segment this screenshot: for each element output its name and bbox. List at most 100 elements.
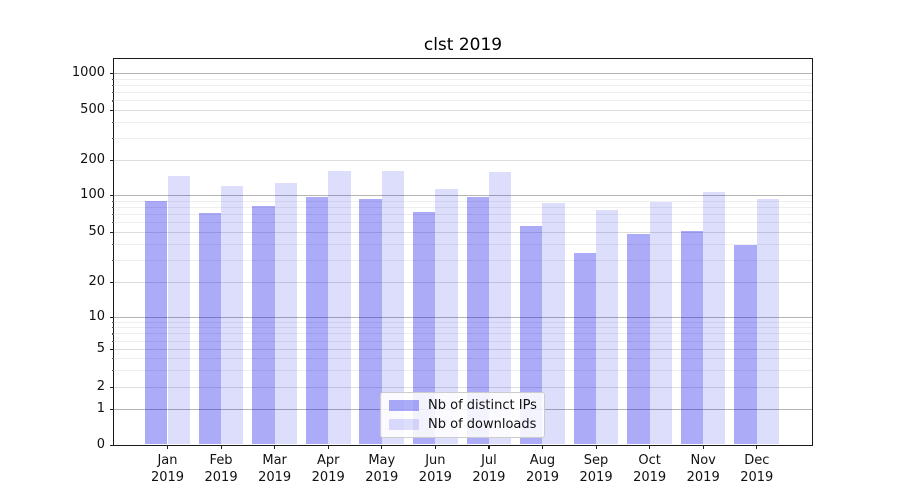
- y-tick-label: 20: [88, 273, 105, 289]
- y-tick-mark-minor: [111, 321, 114, 323]
- x-tick-mark: [167, 445, 169, 449]
- x-tick-mark: [381, 445, 383, 449]
- x-tick-label-apr: Apr 2019: [296, 452, 360, 486]
- bar-downloads-oct: [649, 202, 672, 445]
- y-tick-mark-minor: [111, 259, 114, 261]
- y-tick-mark-minor: [111, 206, 114, 208]
- x-tick-year: 2019: [418, 470, 452, 485]
- y-tick-label: 200: [80, 152, 105, 167]
- x-tick-label-oct: Oct 2019: [618, 452, 682, 486]
- gridline-minor: [114, 327, 812, 329]
- x-tick-label-dec: Dec 2019: [725, 452, 789, 486]
- y-tick-label: 0: [96, 436, 105, 452]
- y-tick-label: 1: [96, 401, 105, 416]
- plot-area: [113, 58, 813, 446]
- bar-ips-jul: [466, 197, 489, 445]
- bar-downloads-apr: [328, 170, 351, 445]
- y-tick-mark-minor: [111, 200, 114, 202]
- y-tick-mark: [109, 231, 114, 233]
- x-tick-label-aug: Aug 2019: [510, 452, 574, 486]
- x-tick-mark: [327, 445, 329, 449]
- y-tick-label: 2: [96, 378, 105, 394]
- x-tick-year: 2019: [633, 470, 667, 485]
- legend-swatch-downloads: [389, 419, 419, 430]
- y-tick-label: 5: [96, 341, 105, 356]
- gridline-major: [114, 316, 812, 318]
- y-tick-mark: [109, 195, 114, 197]
- y-tick-mark: [109, 386, 114, 388]
- y-tick-mark-minor: [111, 213, 114, 216]
- x-tick-month: Oct: [638, 453, 661, 468]
- bar-ips-jan: [145, 200, 168, 445]
- gridline-minor-labeled: [114, 160, 812, 161]
- y-tick-mark: [109, 316, 114, 318]
- gridline-minor-labeled: [114, 110, 812, 111]
- x-tick-month: Nov: [690, 453, 716, 468]
- y-tick-mark-minor: [111, 137, 114, 140]
- bar-downloads-jan: [167, 176, 190, 445]
- y-tick-mark-minor: [111, 122, 114, 124]
- y-tick-mark: [109, 409, 114, 411]
- gridline-minor: [114, 222, 812, 224]
- x-tick-month: Jun: [425, 453, 446, 468]
- x-tick-year: 2019: [311, 470, 345, 485]
- y-tick-mark-minor: [111, 340, 114, 342]
- x-tick-month: Jul: [481, 453, 497, 468]
- bar-ips-mar: [252, 206, 275, 445]
- gridline-major: [114, 195, 812, 196]
- y-tick-mark-minor: [111, 358, 114, 360]
- x-tick-label-may: May 2019: [350, 452, 414, 486]
- legend: Nb of distinct IPs Nb of downloads: [380, 392, 545, 438]
- bar-ips-oct: [627, 233, 650, 445]
- x-tick-year: 2019: [365, 470, 399, 485]
- gridline-minor-labeled: [114, 231, 812, 233]
- gridline-minor-labeled: [114, 281, 812, 283]
- y-tick-label: 100: [80, 187, 105, 202]
- gridline-minor: [114, 85, 812, 87]
- bar-downloads-jul: [488, 172, 512, 445]
- y-tick-mark-minor: [111, 327, 114, 329]
- bar-ips-apr: [305, 196, 329, 445]
- y-tick-mark: [109, 110, 114, 112]
- y-tick-mark-minor: [111, 333, 114, 335]
- y-tick-mark: [109, 444, 114, 446]
- y-tick-mark-minor: [111, 92, 114, 94]
- gridline-minor: [114, 333, 812, 335]
- y-tick-label: 50: [88, 223, 105, 239]
- bar-downloads-nov: [703, 191, 726, 445]
- chart-title: clst 2019: [423, 35, 503, 55]
- legend-swatch-distinct-ips: [389, 400, 419, 411]
- x-tick-label-nov: Nov 2019: [671, 452, 735, 486]
- x-tick-month: Sep: [583, 453, 609, 468]
- x-tick-month: Aug: [529, 453, 556, 468]
- gridline-minor: [114, 213, 812, 215]
- legend-row-downloads: Nb of downloads: [389, 417, 536, 432]
- x-tick-year: 2019: [525, 470, 560, 485]
- x-tick-mark: [488, 445, 490, 449]
- y-tick-label: 10: [88, 308, 105, 324]
- x-tick-year: 2019: [150, 470, 185, 485]
- bar-downloads-mar: [274, 182, 297, 445]
- gridline-minor: [114, 200, 812, 202]
- y-tick-mark: [109, 281, 114, 283]
- x-tick-year: 2019: [579, 470, 613, 485]
- x-tick-mark: [649, 445, 651, 449]
- y-tick-mark-minor: [111, 222, 114, 224]
- bar-ips-may: [359, 199, 382, 445]
- gridline-minor: [114, 259, 812, 261]
- bar-downloads-jun: [435, 189, 458, 445]
- x-tick-month: Jan: [157, 453, 178, 468]
- x-tick-year: 2019: [472, 470, 506, 485]
- y-tick-mark-minor: [111, 78, 114, 81]
- gridline-minor: [114, 321, 812, 323]
- x-tick-mark: [220, 445, 222, 449]
- x-tick-month: Apr: [316, 453, 340, 468]
- legend-row-distinct-ips: Nb of distinct IPs: [389, 398, 537, 413]
- bar-ips-jun: [413, 212, 436, 445]
- x-tick-mark: [595, 445, 597, 449]
- y-tick-mark-minor: [111, 370, 114, 372]
- x-tick-mark: [702, 445, 704, 449]
- x-tick-year: 2019: [258, 470, 292, 485]
- gridline-minor-labeled: [114, 386, 812, 388]
